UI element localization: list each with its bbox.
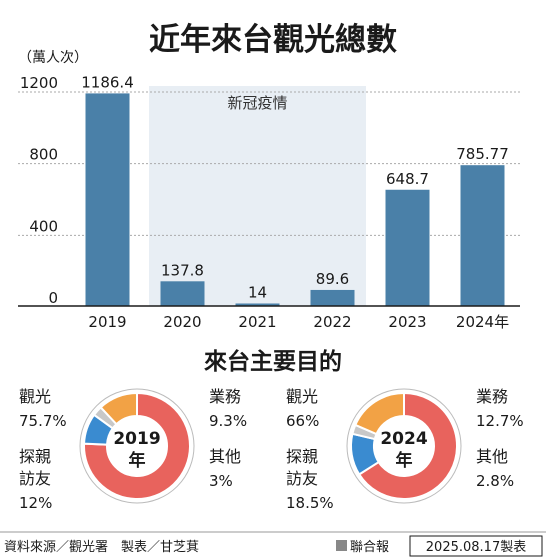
x-tick-label: 2020 — [163, 313, 201, 331]
donut-pct: 12% — [19, 494, 52, 512]
bar-value-label: 14 — [248, 283, 267, 301]
donut-slice — [357, 391, 458, 500]
bar-value-label: 785.77 — [456, 145, 509, 163]
donut-label: 探親 — [286, 447, 318, 466]
footer-source: 資料來源／觀光署 製表／甘芝萁 — [4, 539, 199, 555]
section-title: 來台主要目的 — [204, 348, 342, 375]
donut-center-year: 2024 — [380, 429, 427, 449]
bar-2019 — [85, 93, 130, 306]
unit-label: （萬人次） — [18, 50, 88, 66]
donut-label: 訪友 — [286, 469, 318, 488]
bar-value-label: 137.8 — [161, 261, 204, 279]
bar-2022 — [310, 289, 355, 306]
donut-label: 觀光 — [286, 387, 318, 406]
bar-2020 — [160, 281, 205, 306]
donut-outline — [346, 388, 462, 504]
donut-pct: 9.3% — [209, 412, 247, 430]
donut-center-suffix: 年 — [396, 450, 413, 471]
bar-2024 — [460, 165, 505, 306]
y-tick-label: 400 — [29, 217, 58, 235]
donut-label: 訪友 — [19, 469, 51, 488]
footer-date-box — [409, 535, 543, 557]
bar-value-label: 648.7 — [386, 170, 429, 188]
donut-label: 觀光 — [19, 387, 51, 406]
donut-label: 其他 — [209, 447, 241, 466]
donut-pct: 18.5% — [286, 494, 334, 512]
bar-value-label: 89.6 — [316, 270, 349, 288]
x-tick-label: 2023 — [388, 313, 426, 331]
donut-outline — [79, 388, 195, 504]
y-tick-label: 1200 — [20, 74, 58, 92]
donut-slice — [83, 391, 191, 500]
y-tick-label: 800 — [29, 146, 58, 164]
donut-slice — [99, 391, 138, 426]
bar-series: 1186.4 137.8 14 89.6 648.7 785.77 — [81, 73, 509, 306]
donut-center-year: 2019 — [113, 429, 160, 449]
pandemic-shade-region: 新冠疫情 — [149, 86, 366, 306]
bar-2023 — [385, 189, 430, 306]
donut-label: 業務 — [209, 387, 241, 406]
x-tick-label: 2021 — [238, 313, 276, 331]
donut-pct: 3% — [209, 472, 233, 490]
axes: 0 400 800 1200 2019 2020 2021 2022 2023 2024年 — [18, 74, 520, 331]
donut-pct: 12.7% — [476, 412, 524, 430]
donut-label: 其他 — [476, 447, 508, 466]
donut-pct: 66% — [286, 412, 319, 430]
donut-label: 業務 — [476, 387, 508, 406]
page-title: 近年來台觀光總數 — [149, 22, 397, 58]
publisher-square-icon — [336, 540, 347, 551]
x-tick-label: 2024年 — [456, 313, 509, 331]
pandemic-shade — [149, 86, 366, 306]
footer-publisher: 聯合報 — [350, 540, 389, 555]
donut-pct: 2.8% — [476, 472, 514, 490]
donut-label: 探親 — [19, 447, 51, 466]
donut-slice — [354, 391, 405, 436]
donut-pct: 75.7% — [19, 412, 67, 430]
donut-center-suffix: 年 — [129, 450, 146, 471]
donut-charts: 2019年觀光75.7%業務9.3%其他3%探親訪友12%2024年觀光66%業… — [19, 387, 524, 512]
pandemic-shade-label: 新冠疫情 — [227, 94, 287, 112]
x-tick-label: 2019 — [88, 313, 126, 331]
y-tick-label: 0 — [48, 289, 58, 307]
bar-value-label: 1186.4 — [81, 73, 134, 91]
bar-2021 — [235, 303, 280, 306]
x-tick-label: 2022 — [313, 313, 351, 331]
footer-date: 2025.08.17製表 — [426, 540, 526, 555]
